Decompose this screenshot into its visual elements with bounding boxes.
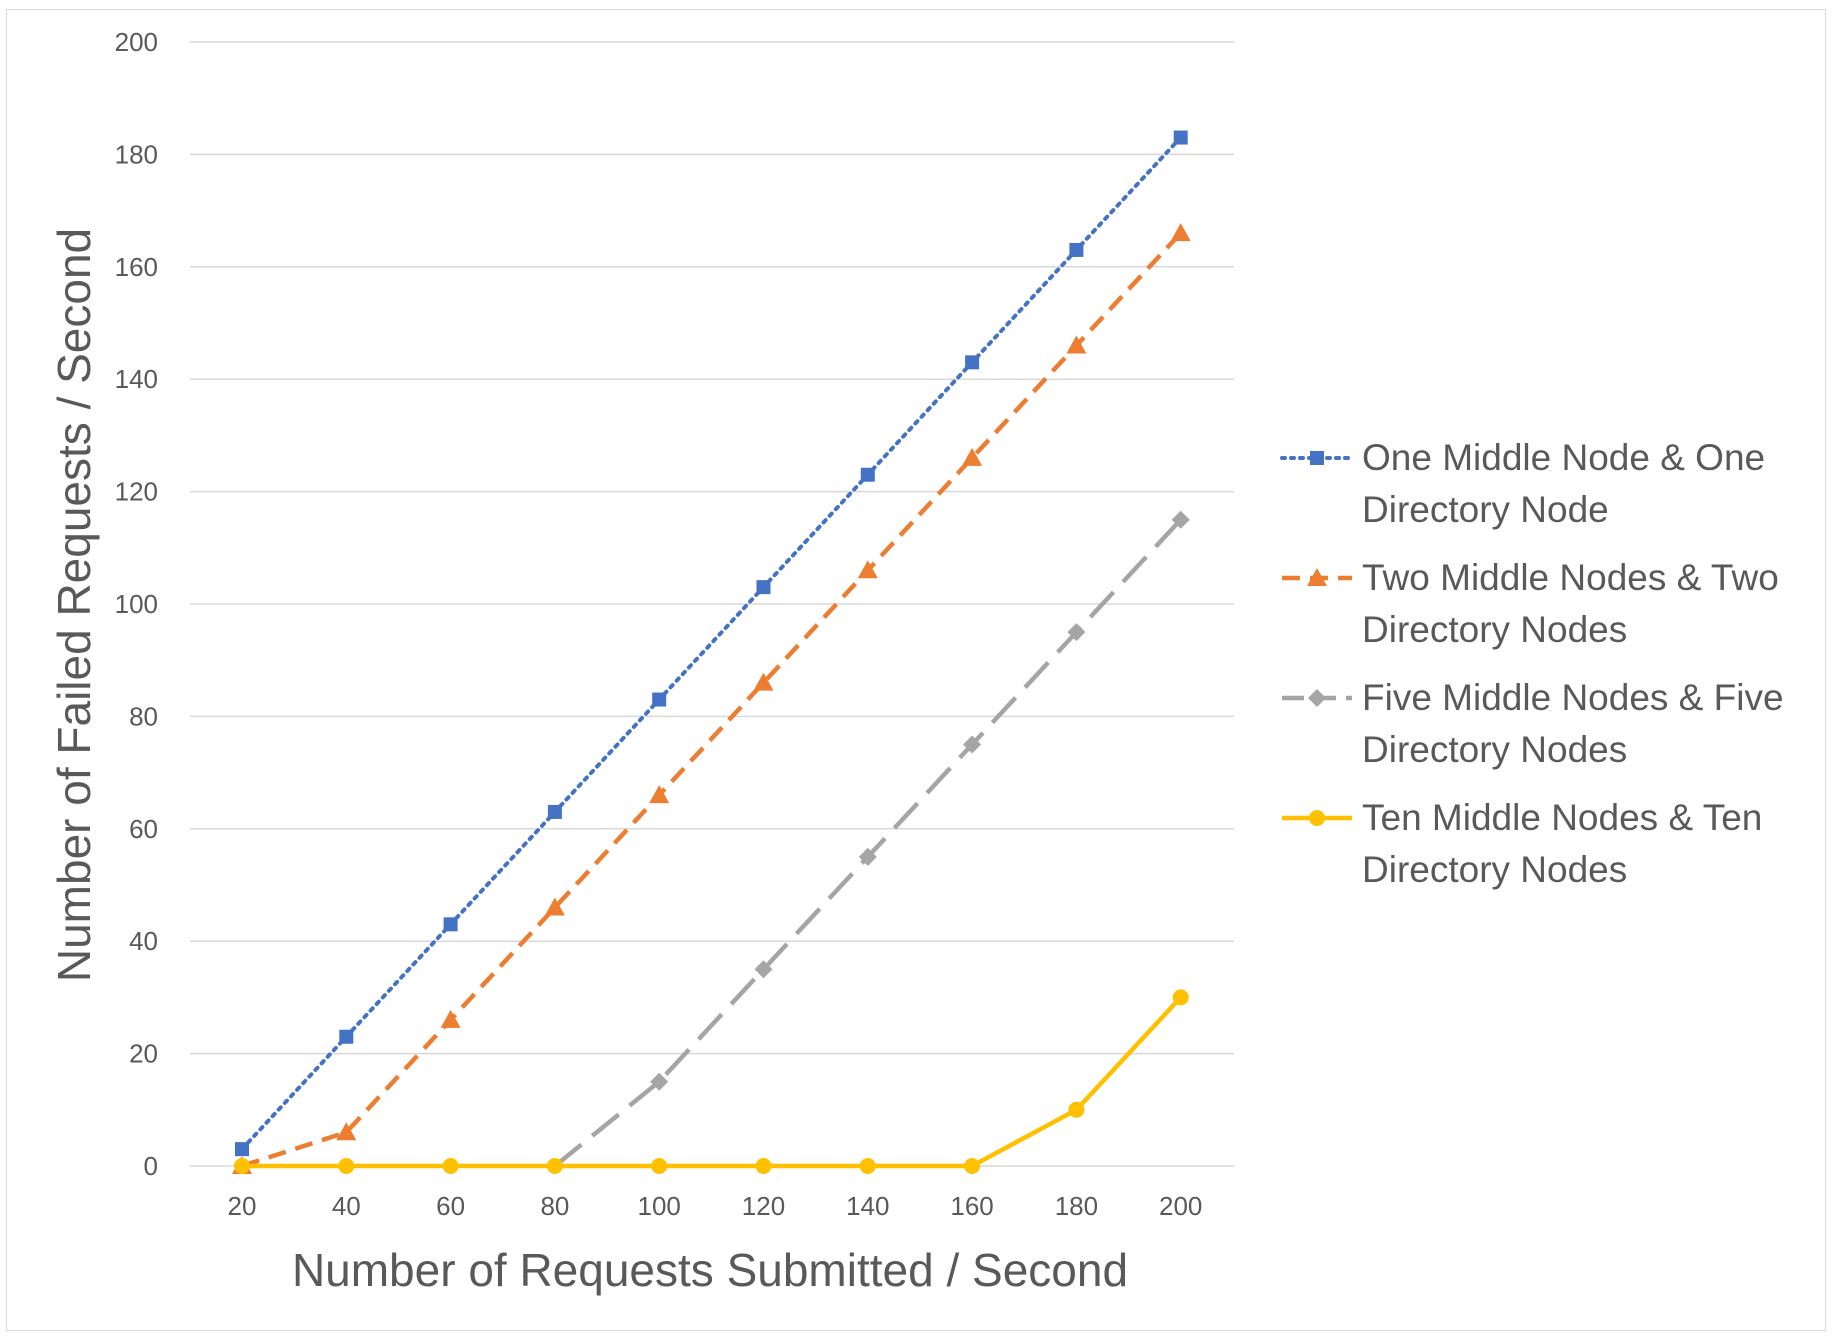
y-tick-label: 140 <box>115 364 158 394</box>
data-point <box>1170 223 1191 242</box>
chart-frame <box>6 9 1826 1331</box>
x-tick-label: 80 <box>540 1191 569 1221</box>
y-tick-label: 20 <box>129 1039 158 1069</box>
legend-label: Directory Nodes <box>1362 729 1627 770</box>
data-point <box>755 1158 772 1174</box>
data-point <box>338 1158 355 1174</box>
data-point <box>442 1158 459 1174</box>
legend-marker <box>1310 451 1324 465</box>
data-point <box>754 960 773 979</box>
legend-marker <box>1309 810 1325 826</box>
y-axis-title: Number of Failed Requests / Second <box>48 228 100 982</box>
data-point <box>1171 510 1190 529</box>
series-4 <box>234 989 1189 1174</box>
x-axis-ticks: 20 40 60 80 100 120 140 160 180 200 <box>228 1191 1203 1221</box>
data-point <box>753 672 774 691</box>
legend-label: Directory Nodes <box>1362 609 1627 650</box>
x-tick-label: 120 <box>742 1191 785 1221</box>
legend-entry: Five Middle Nodes & Five Directory Nodes <box>1282 677 1784 770</box>
data-point <box>336 1122 357 1141</box>
x-tick-label: 20 <box>228 1191 257 1221</box>
legend-entry: Ten Middle Nodes & Ten Directory Nodes <box>1282 797 1762 890</box>
series-line <box>240 135 1183 1152</box>
data-point <box>964 1158 981 1174</box>
data-point <box>546 1158 563 1174</box>
data-point <box>962 447 983 466</box>
data-point <box>857 560 878 579</box>
data-point <box>963 735 982 754</box>
x-axis-title: Number of Requests Submitted / Second <box>292 1244 1128 1296</box>
data-point <box>235 1142 249 1157</box>
series-line <box>241 231 1183 1169</box>
series-line <box>553 518 1183 1168</box>
data-point <box>652 692 667 707</box>
legend-label: One Middle Node & One <box>1362 437 1765 478</box>
data-point <box>1172 989 1189 1006</box>
legend-label: Directory Node <box>1362 489 1609 530</box>
data-point <box>1069 242 1084 257</box>
y-axis-ticks: 0 20 40 60 80 100 120 140 160 180 200 <box>115 27 158 1181</box>
x-tick-label: 140 <box>846 1191 889 1221</box>
y-tick-label: 100 <box>115 589 158 619</box>
data-point <box>858 847 877 866</box>
data-point <box>234 1158 250 1174</box>
data-point <box>965 355 980 370</box>
series-1 <box>235 130 1188 1157</box>
legend-entry: One Middle Node & One Directory Node <box>1280 437 1765 530</box>
y-tick-label: 0 <box>144 1151 158 1181</box>
data-point <box>650 1072 669 1091</box>
legend: One Middle Node & One Directory Node Two M… <box>1280 437 1784 890</box>
x-tick-label: 60 <box>436 1191 465 1221</box>
data-point <box>443 917 458 932</box>
data-point <box>859 1158 876 1174</box>
legend-label: Directory Nodes <box>1362 849 1627 890</box>
y-tick-label: 160 <box>115 252 158 282</box>
data-point <box>1068 1101 1085 1118</box>
data-point <box>1173 130 1188 145</box>
y-tick-label: 120 <box>115 477 158 507</box>
data-point <box>1066 335 1087 354</box>
data-point <box>649 785 670 804</box>
x-tick-label: 180 <box>1055 1191 1098 1221</box>
series-group <box>232 130 1191 1174</box>
x-tick-label: 100 <box>638 1191 681 1221</box>
data-point <box>860 467 875 482</box>
y-tick-label: 200 <box>115 27 158 57</box>
data-point <box>756 580 771 595</box>
data-point <box>440 1009 461 1028</box>
series-3 <box>553 510 1190 1168</box>
legend-marker <box>1308 689 1326 707</box>
x-tick-label: 160 <box>950 1191 993 1221</box>
data-point <box>544 897 565 916</box>
legend-marker <box>1307 568 1327 586</box>
legend-label: Five Middle Nodes & Five <box>1362 677 1784 718</box>
data-point <box>651 1158 668 1174</box>
series-2 <box>232 223 1191 1174</box>
data-point <box>339 1029 354 1044</box>
y-tick-label: 60 <box>129 814 158 844</box>
y-tick-label: 80 <box>129 701 158 731</box>
legend-entry: Two Middle Nodes & Two Directory Nodes <box>1282 557 1779 650</box>
y-tick-label: 40 <box>129 926 158 956</box>
x-tick-label: 200 <box>1159 1191 1202 1221</box>
data-point <box>1067 623 1086 642</box>
data-point <box>547 804 562 819</box>
y-tick-label: 180 <box>115 139 158 169</box>
series-line <box>242 995 1183 1169</box>
legend-label: Ten Middle Nodes & Ten <box>1362 797 1762 838</box>
x-tick-label: 40 <box>332 1191 361 1221</box>
legend-label: Two Middle Nodes & Two <box>1362 557 1779 598</box>
gridlines <box>190 41 1234 1167</box>
